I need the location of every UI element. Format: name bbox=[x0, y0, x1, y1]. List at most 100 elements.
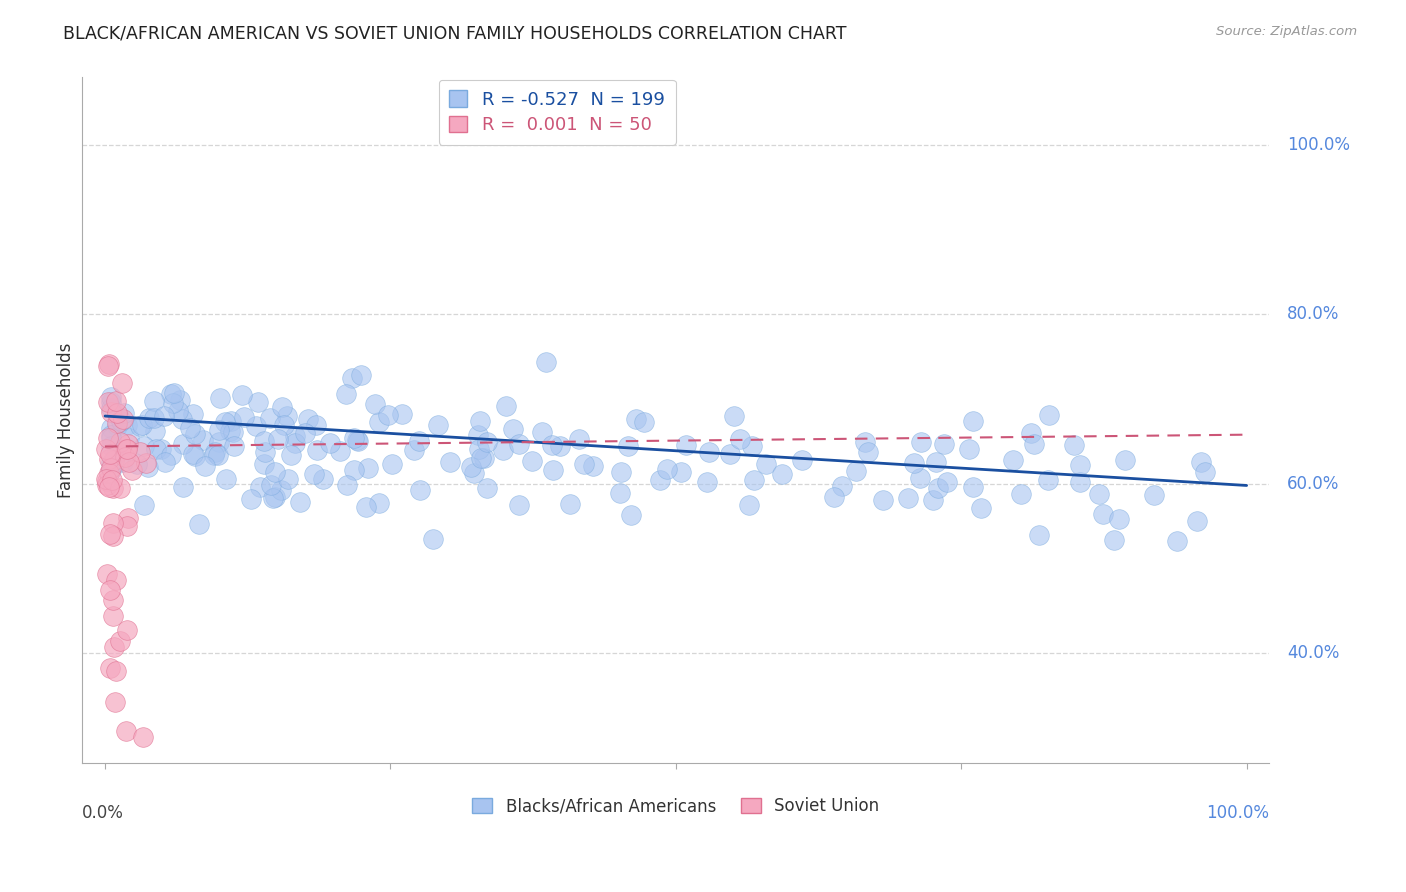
Point bbox=[534, 355, 557, 369]
Point bbox=[97, 359, 120, 373]
Point bbox=[264, 465, 287, 479]
Point bbox=[114, 450, 136, 464]
Point bbox=[422, 532, 444, 546]
Point bbox=[1001, 453, 1024, 467]
Point bbox=[1063, 438, 1085, 452]
Point bbox=[738, 498, 761, 512]
Point bbox=[343, 431, 366, 445]
Point bbox=[134, 439, 156, 453]
Point bbox=[354, 500, 377, 514]
Point bbox=[910, 434, 932, 449]
Point bbox=[408, 483, 430, 497]
Point bbox=[367, 415, 389, 429]
Point bbox=[253, 444, 276, 458]
Point bbox=[932, 436, 955, 450]
Point bbox=[98, 451, 121, 466]
Point bbox=[163, 385, 186, 400]
Point bbox=[572, 457, 595, 471]
Point bbox=[143, 411, 166, 425]
Text: 0.0%: 0.0% bbox=[82, 805, 124, 822]
Point bbox=[402, 443, 425, 458]
Point bbox=[728, 432, 751, 446]
Point bbox=[1091, 507, 1114, 521]
Point bbox=[718, 447, 741, 461]
Point bbox=[472, 450, 495, 465]
Point bbox=[114, 723, 136, 738]
Point bbox=[110, 414, 132, 428]
Point bbox=[100, 439, 122, 453]
Point bbox=[1036, 473, 1059, 487]
Point bbox=[427, 418, 450, 433]
Point bbox=[329, 444, 352, 458]
Point bbox=[184, 426, 207, 441]
Point bbox=[117, 436, 139, 450]
Point bbox=[101, 473, 124, 487]
Point bbox=[105, 406, 128, 420]
Point bbox=[100, 456, 122, 470]
Point bbox=[96, 474, 118, 488]
Point bbox=[962, 413, 984, 427]
Point bbox=[100, 431, 122, 445]
Point bbox=[111, 376, 134, 390]
Point bbox=[172, 437, 194, 451]
Point bbox=[104, 573, 127, 587]
Point bbox=[101, 516, 124, 530]
Point bbox=[922, 493, 945, 508]
Point bbox=[1114, 453, 1136, 467]
Point bbox=[477, 481, 499, 495]
Point bbox=[541, 463, 564, 477]
Point bbox=[202, 449, 225, 463]
Point bbox=[936, 475, 959, 490]
Point bbox=[117, 511, 139, 525]
Point bbox=[1038, 408, 1060, 422]
Point bbox=[108, 634, 131, 648]
Point bbox=[103, 529, 125, 543]
Point bbox=[541, 438, 564, 452]
Text: BLACK/AFRICAN AMERICAN VS SOVIET UNION FAMILY HOUSEHOLDS CORRELATION CHART: BLACK/AFRICAN AMERICAN VS SOVIET UNION F… bbox=[63, 25, 846, 43]
Text: 40.0%: 40.0% bbox=[1288, 644, 1340, 662]
Point bbox=[1088, 487, 1111, 501]
Point bbox=[508, 437, 530, 451]
Point bbox=[741, 439, 763, 453]
Point bbox=[138, 460, 160, 475]
Point bbox=[159, 387, 181, 401]
Point bbox=[957, 442, 980, 456]
Point bbox=[204, 445, 226, 459]
Point bbox=[135, 456, 157, 470]
Point bbox=[280, 449, 302, 463]
Point bbox=[460, 459, 482, 474]
Point bbox=[118, 454, 141, 468]
Point bbox=[118, 431, 141, 445]
Text: 80.0%: 80.0% bbox=[1288, 305, 1340, 324]
Point bbox=[98, 526, 121, 541]
Point bbox=[96, 567, 118, 582]
Legend: Blacks/African Americans, Soviet Union: Blacks/African Americans, Soviet Union bbox=[464, 789, 887, 823]
Point bbox=[115, 623, 138, 637]
Point bbox=[276, 409, 298, 423]
Point bbox=[115, 518, 138, 533]
Point bbox=[253, 457, 276, 471]
Point bbox=[219, 414, 242, 428]
Point bbox=[129, 445, 152, 459]
Point bbox=[792, 452, 814, 467]
Point bbox=[271, 401, 294, 415]
Point bbox=[97, 395, 120, 409]
Point bbox=[831, 479, 853, 493]
Point bbox=[1022, 437, 1045, 451]
Point bbox=[468, 442, 491, 456]
Point bbox=[162, 395, 184, 409]
Point bbox=[347, 434, 370, 449]
Point bbox=[112, 406, 135, 420]
Point bbox=[502, 421, 524, 435]
Point bbox=[468, 414, 491, 428]
Point bbox=[335, 386, 357, 401]
Point bbox=[755, 457, 778, 471]
Point bbox=[97, 466, 120, 480]
Point bbox=[97, 431, 120, 445]
Point bbox=[98, 358, 121, 372]
Point bbox=[105, 419, 128, 434]
Y-axis label: Family Households: Family Households bbox=[58, 343, 75, 498]
Point bbox=[343, 463, 366, 477]
Point bbox=[100, 390, 122, 404]
Point bbox=[103, 453, 125, 467]
